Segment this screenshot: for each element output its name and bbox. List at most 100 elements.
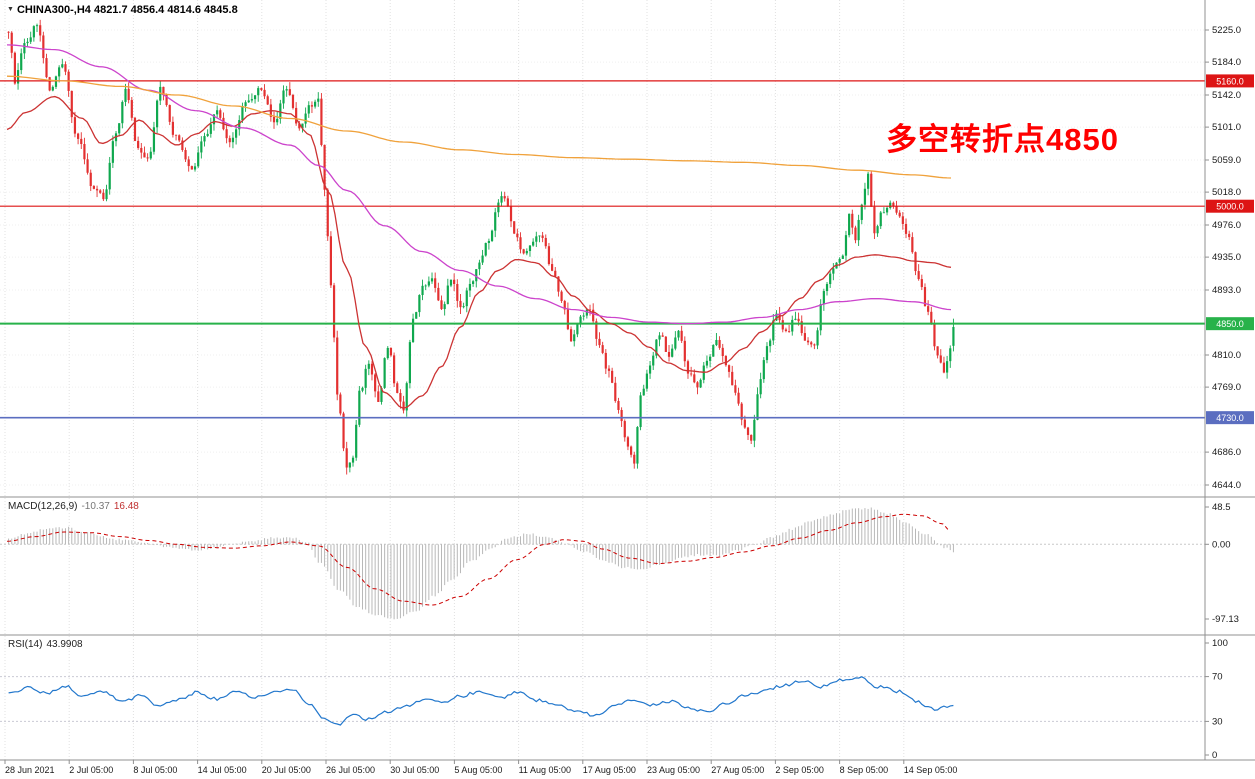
candle (336, 330, 339, 401)
candle (364, 364, 367, 395)
candle (699, 378, 702, 389)
candle (291, 93, 295, 110)
candle (936, 346, 939, 359)
candle (253, 95, 257, 104)
candle (756, 387, 759, 421)
candle (386, 346, 389, 360)
quick-trade-dropdown-icon[interactable]: ▼ (7, 6, 14, 13)
candle (133, 116, 137, 142)
horizontal-levels[interactable] (0, 80, 1205, 419)
candlestick-series[interactable] (7, 19, 955, 475)
candle (911, 232, 914, 254)
candle (111, 135, 114, 168)
candle (939, 349, 942, 364)
candle (149, 147, 152, 160)
candle (241, 102, 244, 123)
candle (813, 343, 816, 350)
candle (652, 351, 655, 371)
macd-tick-label: 48.5 (1212, 502, 1231, 513)
candle (942, 356, 946, 374)
candle (497, 199, 500, 218)
candle (857, 214, 860, 246)
candle (377, 385, 380, 402)
candle (434, 272, 437, 293)
candle (288, 82, 291, 97)
candle (95, 185, 99, 198)
candle (664, 335, 667, 352)
rsi-name: RSI(14) (8, 639, 43, 650)
candle (83, 137, 86, 165)
annotation-text[interactable]: 多空转折点4850 (886, 122, 1119, 157)
candle (655, 339, 658, 359)
candle (143, 146, 146, 158)
candle (800, 315, 803, 336)
candle (197, 146, 200, 169)
candle (617, 397, 620, 414)
candle (13, 51, 16, 85)
candle (607, 365, 611, 378)
rsi-indicator-label: RSI(14) 43.9908 (8, 639, 83, 650)
candle (750, 434, 753, 445)
candle (32, 25, 35, 42)
candle (920, 274, 923, 291)
candle (930, 306, 933, 325)
candle (437, 282, 440, 302)
candle (705, 355, 709, 369)
candle (588, 304, 592, 316)
candle (690, 366, 693, 377)
symbol-ohlc-text: CHINA300-,H4 4821.7 4856.4 4814.6 4845.8 (16, 4, 238, 16)
candle (146, 153, 149, 162)
candle (848, 213, 851, 238)
candle (901, 212, 904, 230)
candle (803, 326, 806, 341)
candle (411, 313, 415, 343)
candle (462, 302, 465, 309)
rsi-tick-label: 30 (1212, 716, 1223, 727)
candle (509, 199, 513, 228)
candle (295, 102, 298, 126)
candle (225, 124, 228, 144)
candle (513, 221, 516, 235)
candle (26, 37, 29, 47)
time-axis[interactable]: 28 Jun 2021 2 Jul 05:00 8 Jul 05:00 14 Jul … (4, 760, 957, 775)
candle (408, 339, 411, 389)
candle (250, 93, 253, 103)
time-axis-label: 2 Jul 05:00 (69, 765, 113, 775)
ma-mid-magenta (6, 44, 952, 325)
ma-fast-red (6, 95, 952, 409)
candle (39, 19, 42, 42)
candle (361, 386, 364, 393)
candle (626, 435, 630, 451)
svg-text:5000.0: 5000.0 (1216, 202, 1244, 212)
candle (727, 364, 731, 378)
price-tick-label: 4935.0 (1212, 252, 1241, 263)
candle (889, 200, 892, 210)
price-tick-label: 4893.0 (1212, 285, 1241, 296)
macd-signal-line (6, 513, 950, 606)
candle (873, 200, 876, 240)
price-axis[interactable]: 5225.0 5184.0 5142.0 5101.0 5059.0 5018.0 4976… (1205, 25, 1254, 491)
candle (355, 420, 358, 461)
candle (92, 185, 95, 190)
candle (184, 147, 187, 162)
candle (788, 324, 791, 333)
candle (734, 379, 737, 396)
price-tick-label: 5142.0 (1212, 90, 1241, 101)
candle (402, 395, 405, 414)
candle (829, 271, 832, 288)
candle (490, 229, 494, 243)
macd-name: MACD(12,26,9) (8, 501, 78, 512)
candle (7, 31, 10, 39)
candle (105, 184, 108, 202)
rsi-line (8, 676, 954, 726)
candle (500, 191, 503, 207)
candle (29, 31, 32, 45)
candle (257, 86, 260, 102)
candle (127, 82, 130, 104)
candle (73, 111, 77, 138)
candle (822, 288, 825, 311)
candle (244, 100, 247, 112)
candle (178, 134, 181, 143)
candle (314, 99, 317, 109)
